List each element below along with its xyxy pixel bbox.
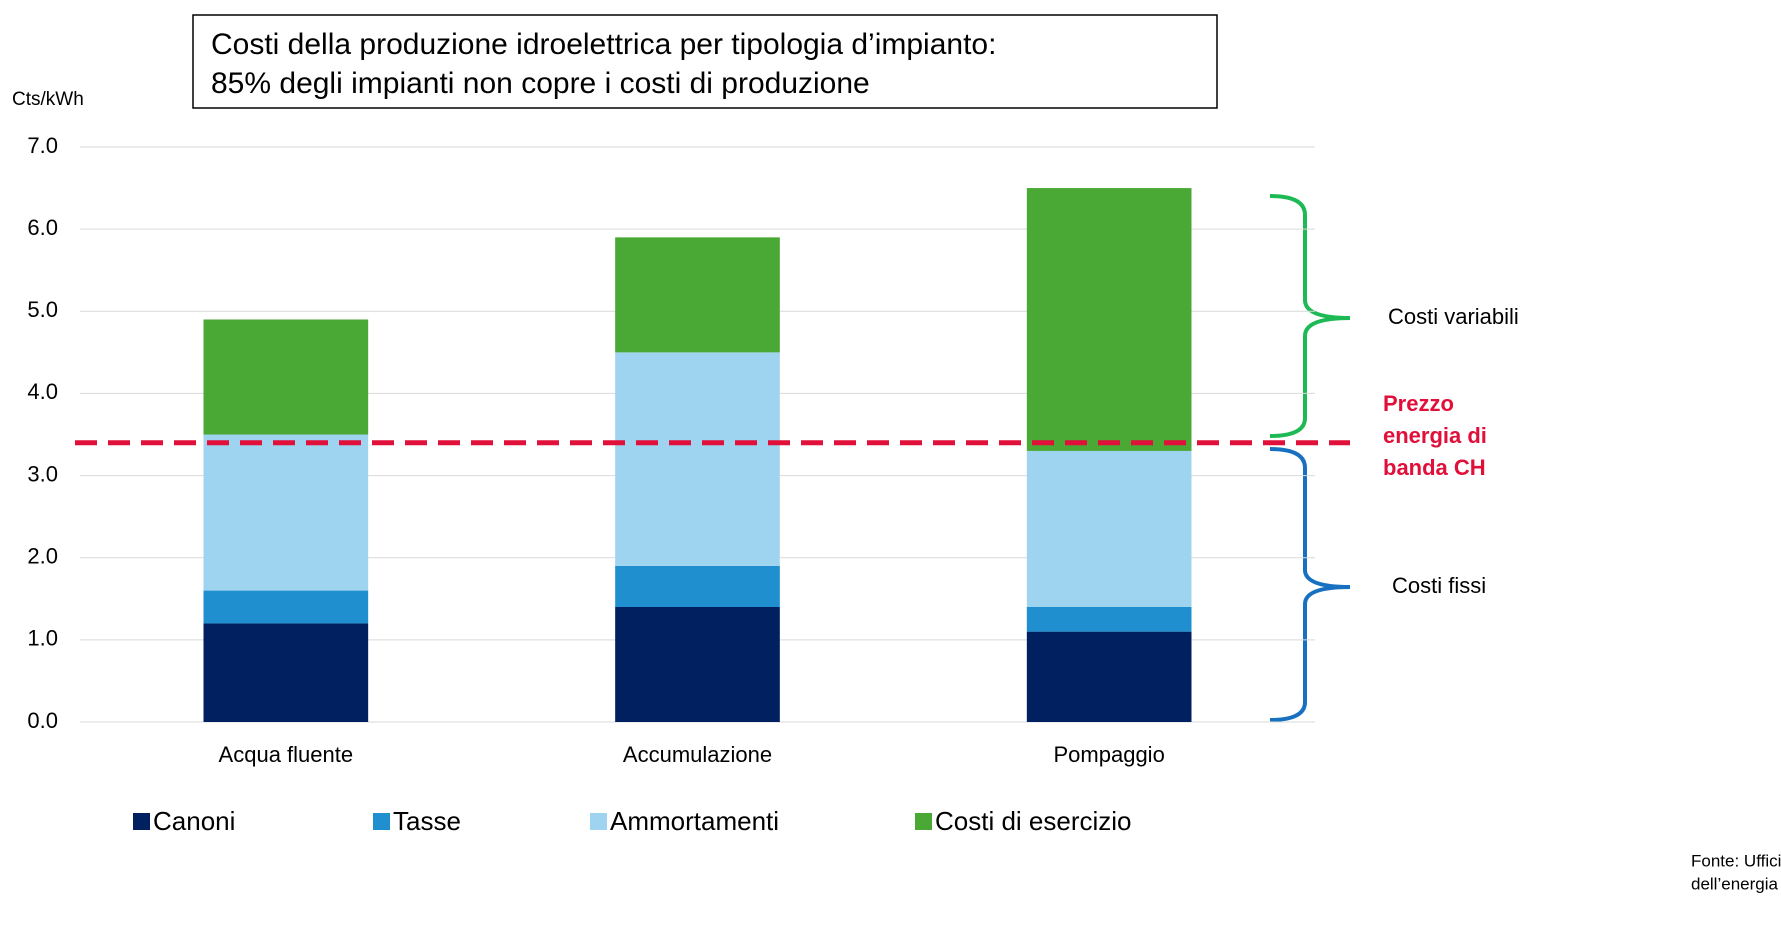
legend-label: Canoni	[153, 806, 235, 836]
legend-swatch	[133, 813, 150, 830]
bar-segment	[1026, 607, 1192, 632]
legend-label: Costi di esercizio	[935, 806, 1132, 836]
annotation: Costi variabili	[1388, 304, 1519, 329]
y-tick-label: 7.0	[27, 133, 58, 158]
y-tick-label: 2.0	[27, 544, 58, 569]
y-tick-label: 5.0	[27, 297, 58, 322]
bar-segment	[1026, 631, 1192, 722]
bar-segment	[615, 607, 780, 722]
y-tick-label: 4.0	[27, 379, 58, 404]
bar-segment	[1026, 450, 1192, 607]
annotation: Costi fissi	[1392, 573, 1486, 598]
title-box	[192, 14, 1218, 109]
reference-label: Prezzo	[1383, 391, 1454, 416]
source: Fonte: Ufficio federale	[1691, 851, 1781, 870]
x-tick-label: Accumulazione	[623, 742, 772, 767]
legend-label: Tasse	[393, 806, 461, 836]
x-tick-label: Pompaggio	[1054, 742, 1165, 767]
x-tick-label: Acqua fluente	[219, 742, 354, 767]
legend-swatch	[373, 813, 390, 830]
legend-label: Ammortamenti	[610, 806, 779, 836]
bar-segment	[615, 352, 780, 566]
y-tick-label: 0.0	[27, 708, 58, 733]
bar-segment	[615, 565, 780, 607]
reference-label: energia di	[1383, 423, 1487, 448]
y-tick-label: 1.0	[27, 626, 58, 651]
y-tick-label: 3.0	[27, 461, 58, 486]
bar-segment	[203, 590, 369, 624]
chart-title: Costi della produzione idroelettrica per…	[211, 28, 996, 61]
chart-title: 85% degli impianti non copre i costi di …	[211, 67, 870, 100]
bar-segment	[203, 623, 369, 722]
bar-segment	[203, 319, 369, 435]
y-axis-label: Cts/kWh	[12, 89, 84, 110]
legend-swatch	[590, 813, 607, 830]
reference-label: banda CH	[1383, 455, 1486, 480]
y-tick-label: 6.0	[27, 215, 58, 240]
bar-segment	[615, 237, 780, 353]
source: dell’energia UFE (2015)	[1691, 874, 1781, 893]
bar-segment	[203, 434, 369, 591]
brace	[1269, 447, 1351, 722]
bar-segment	[1026, 188, 1192, 451]
brace	[1269, 194, 1351, 438]
legend-swatch	[915, 813, 932, 830]
